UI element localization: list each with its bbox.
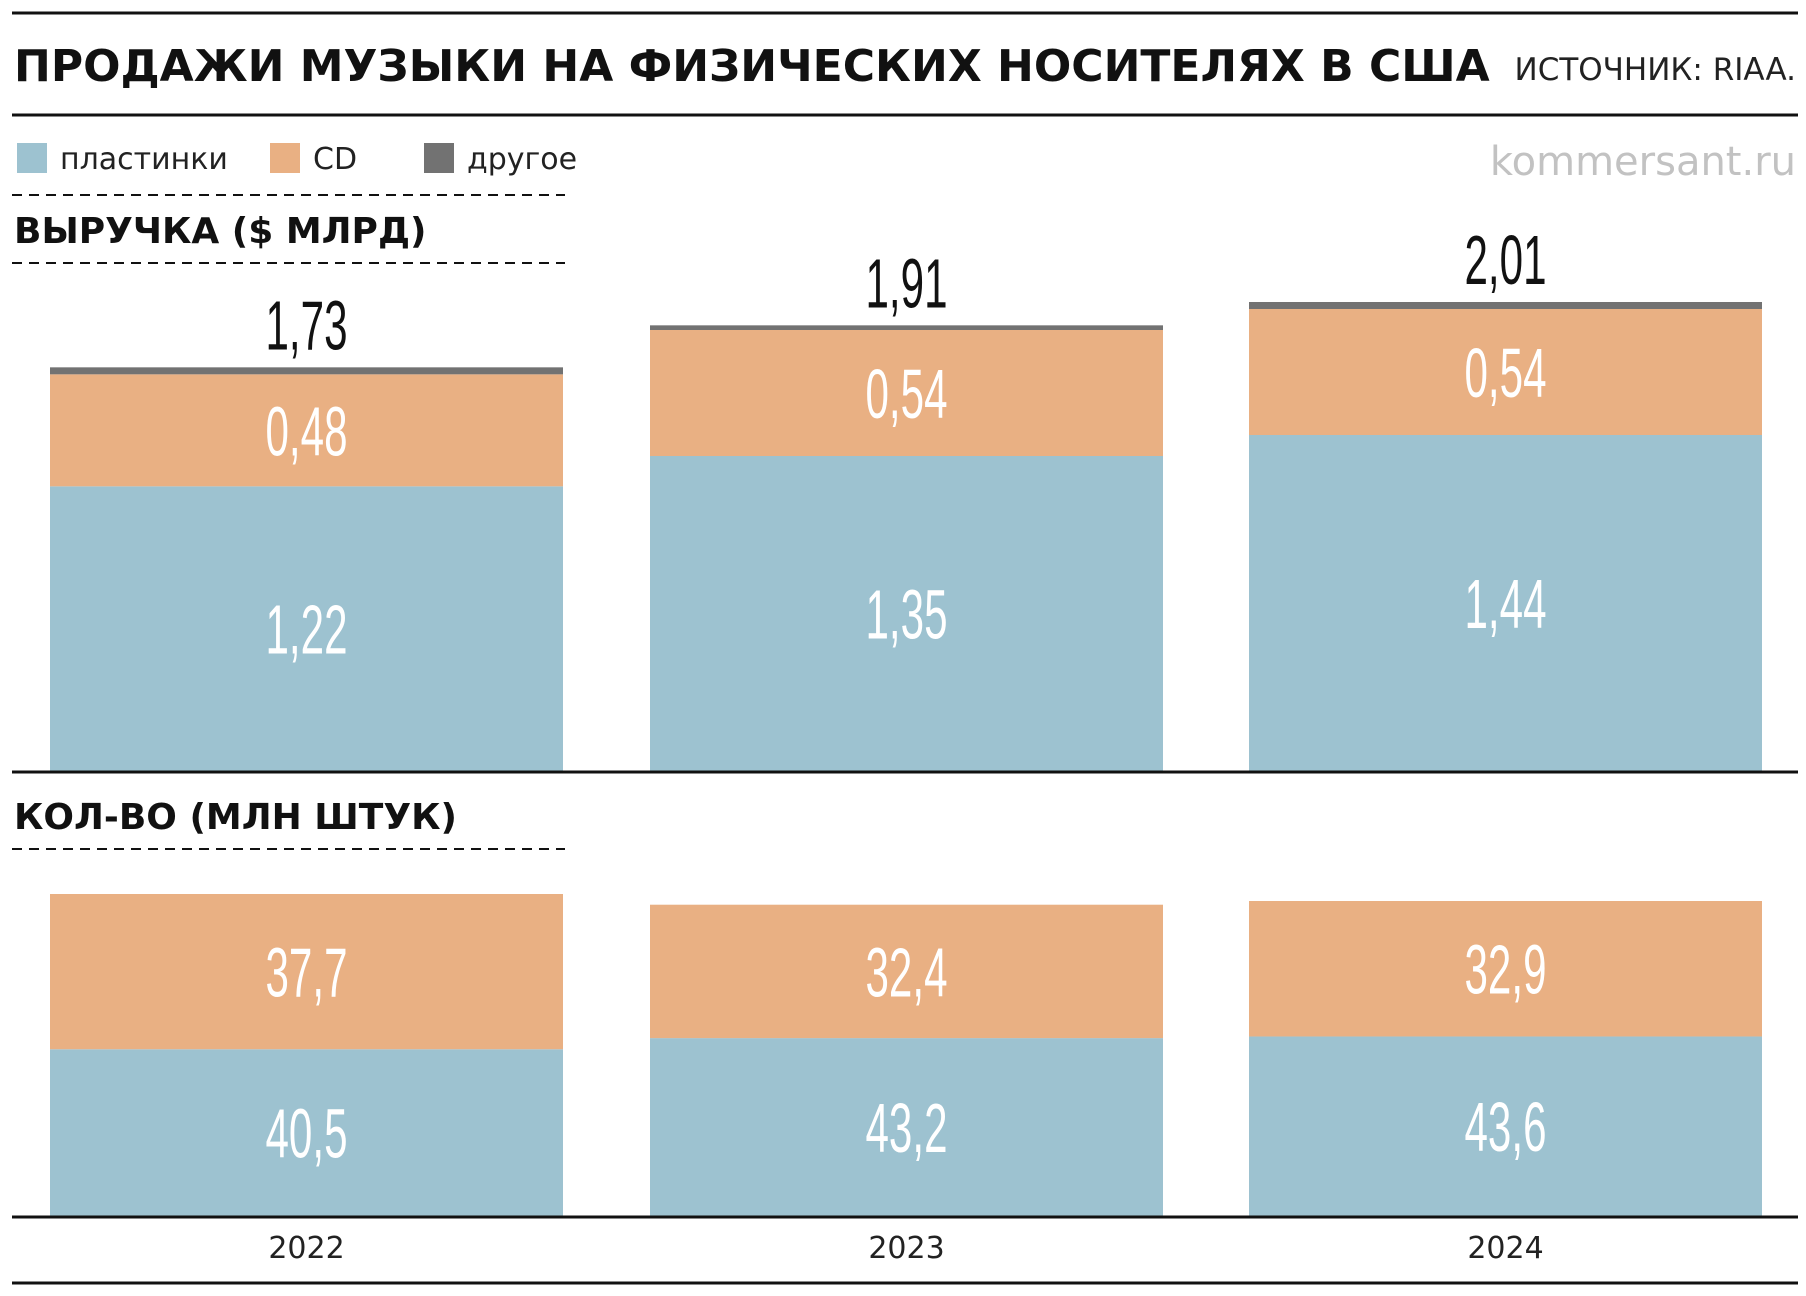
legend-label-other: другое — [467, 142, 577, 177]
legend-swatch-vinyl — [17, 143, 47, 173]
bar-vinyl-2024 — [1249, 1036, 1762, 1216]
data-label-vinyl-2023: 43,2 — [866, 1089, 948, 1167]
bar-other-2024 — [1249, 302, 1762, 309]
bar-other-2023 — [650, 325, 1163, 330]
x-tick-2023: 2023 — [868, 1231, 944, 1266]
data-label-cd-2023: 0,54 — [866, 355, 948, 433]
x-tick-2022: 2022 — [268, 1231, 344, 1266]
units-section-title: КОЛ-ВО (МЛН ШТУК) — [14, 797, 457, 838]
data-label-vinyl-2024: 1,44 — [1465, 565, 1547, 643]
legend-item-cd: CD — [270, 142, 357, 177]
revenue-chart: 1,22 0,48 1,73 1,35 0,54 1,91 1,44 0,54 2,01 — [50, 221, 1762, 771]
data-label-vinyl-2023: 1,35 — [866, 576, 948, 654]
source-note: ИСТОЧНИК: RIAA. — [1515, 52, 1797, 88]
legend-item-other: другое — [424, 142, 577, 177]
watermark: kommersant.ru — [1490, 139, 1796, 185]
bar-cd-2022 — [50, 894, 563, 1050]
data-label-cd-2024: 0,54 — [1465, 334, 1547, 412]
bar-vinyl-2024 — [1249, 435, 1762, 771]
data-label-cd-2022: 37,7 — [266, 934, 348, 1012]
legend-swatch-other — [424, 143, 454, 173]
bar-cd-2023 — [650, 330, 1163, 456]
total-label-2023: 1,91 — [866, 244, 948, 322]
data-label-vinyl-2022: 1,22 — [266, 591, 348, 669]
bar-vinyl-2022 — [50, 1049, 563, 1216]
bar-cd-2024 — [1249, 901, 1762, 1037]
x-tick-2024: 2024 — [1467, 1231, 1543, 1266]
legend-label-cd: CD — [313, 142, 357, 177]
bar-cd-2023 — [650, 904, 1163, 1039]
data-label-vinyl-2024: 43,6 — [1465, 1088, 1547, 1166]
x-axis-labels: 2022 2023 2024 — [268, 1231, 1543, 1266]
legend-label-vinyl: пластинки — [60, 142, 228, 177]
bar-cd-2024 — [1249, 309, 1762, 435]
bar-vinyl-2023 — [650, 1038, 1163, 1216]
legend: пластинки CD другое — [17, 142, 577, 177]
chart-title: ПРОДАЖИ МУЗЫКИ НА ФИЗИЧЕСКИХ НОСИТЕЛЯХ В… — [14, 41, 1490, 92]
data-label-cd-2023: 32,4 — [866, 933, 948, 1011]
total-label-2024: 2,01 — [1465, 221, 1547, 299]
data-label-cd-2024: 32,9 — [1465, 931, 1547, 1009]
legend-swatch-cd — [270, 143, 300, 173]
revenue-section-title: ВЫРУЧКА ($ МЛРД) — [14, 211, 426, 252]
total-label-2022: 1,73 — [266, 286, 348, 364]
data-label-vinyl-2022: 40,5 — [266, 1095, 348, 1173]
units-chart: 40,5 37,7 43,2 32,4 43,6 32,9 — [50, 894, 1762, 1216]
bar-vinyl-2022 — [50, 486, 563, 771]
bar-vinyl-2023 — [650, 456, 1163, 771]
bar-other-2022 — [50, 367, 563, 375]
legend-item-vinyl: пластинки — [17, 142, 228, 177]
data-label-cd-2022: 0,48 — [266, 392, 348, 470]
bar-cd-2022 — [50, 374, 563, 487]
